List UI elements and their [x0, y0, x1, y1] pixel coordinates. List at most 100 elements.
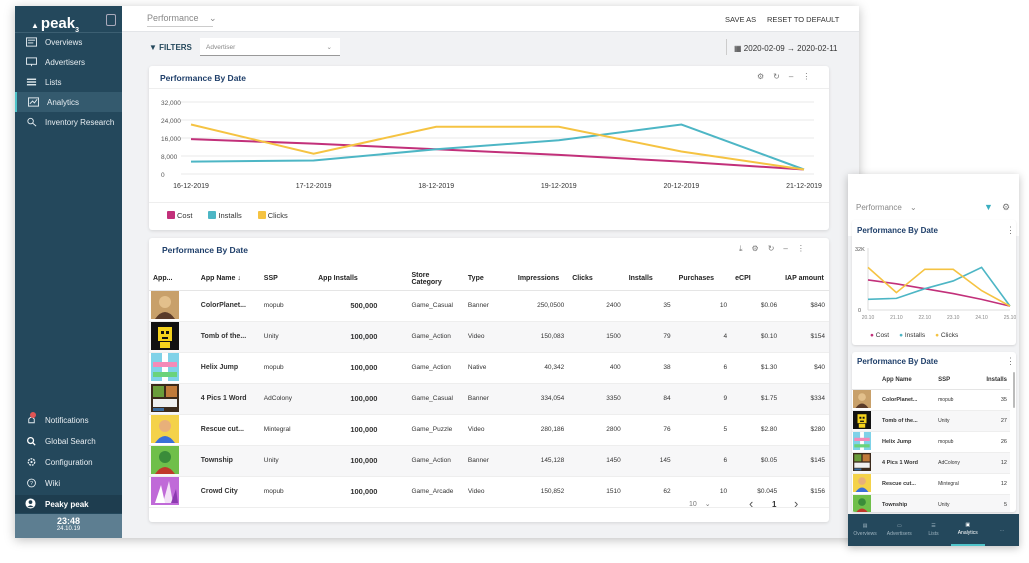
app-name: Helix Jump — [879, 431, 936, 453]
notification-badge — [30, 412, 36, 418]
column-header[interactable]: Purchases — [674, 268, 732, 291]
impressions: 334,054 — [513, 383, 569, 415]
advertiser-select[interactable]: Advertiser ⌄ — [200, 38, 340, 56]
column-header[interactable]: IAP amount — [781, 268, 829, 291]
table-row[interactable]: Crowd City mopub 100,000 Game_Arcade Video 15… — [149, 476, 829, 508]
series-line-cost[interactable] — [190, 138, 805, 171]
store-category: Game_Casual — [381, 290, 464, 322]
sidebar-item-notifications[interactable]: Notifications — [15, 410, 122, 430]
legend-clicks[interactable]: Clicks — [257, 211, 288, 220]
app-installs: 100,000 — [314, 476, 382, 508]
series-line-clicks[interactable] — [190, 123, 805, 171]
column-header[interactable]: Store Category — [381, 268, 464, 291]
sidebar-item-global-search[interactable]: Global Search — [15, 431, 122, 451]
legend-installs[interactable]: Installs — [208, 211, 242, 220]
scrollbar[interactable] — [1013, 372, 1015, 408]
column-header[interactable]: eCPI — [731, 268, 782, 291]
divider — [149, 202, 829, 203]
series-line-installs[interactable] — [190, 123, 805, 171]
legend-cost[interactable]: ● Cost — [870, 332, 889, 339]
more-icon[interactable]: ⋮ — [796, 244, 805, 253]
table-row[interactable]: Township Unity 100,000 Game_Action Banner 145… — [149, 445, 829, 477]
table-row[interactable]: Township Unity 5 — [852, 494, 1010, 512]
iap-amount: $156 — [781, 476, 829, 508]
refresh-icon[interactable]: ↻ — [773, 72, 780, 81]
reset-default-button[interactable]: RESET TO DEFAULT — [767, 15, 840, 24]
sidebar-item-advertisers[interactable]: Advertisers — [15, 52, 122, 72]
column-header[interactable]: App Name — [879, 371, 936, 390]
column-header[interactable]: App Name ↓ — [196, 268, 260, 291]
mobile-nav-analytics[interactable]: ▣ Analytics — [950, 514, 985, 546]
save-as-button[interactable]: SAVE AS — [725, 15, 757, 24]
more-icon[interactable]: ⋮ — [1006, 356, 1015, 366]
download-icon[interactable]: ⤓ — [739, 244, 743, 253]
table-row[interactable]: Rescue cut... Mintegral 12 — [852, 473, 1010, 495]
series-line-clicks[interactable] — [867, 266, 1011, 307]
table-row[interactable]: Tomb of the... Unity 27 — [852, 410, 1010, 432]
series-line-cost[interactable] — [867, 279, 1011, 307]
app-thumbnail — [149, 321, 197, 353]
filters-toggle[interactable]: ▼ FILTERS — [149, 43, 192, 52]
table-row[interactable]: Tomb of the... Unity 100,000 Game_Action Vid… — [149, 321, 829, 353]
user-menu[interactable]: Peaky peak — [15, 495, 122, 513]
table-row[interactable]: ColorPlanet... mopub 35 — [852, 389, 1010, 411]
installs: 5 — [976, 494, 1010, 512]
sidebar-item-inventory-research[interactable]: Inventory Research — [15, 112, 122, 132]
column-header[interactable]: Installs — [624, 268, 675, 291]
brand-logo[interactable]: ▲ peak3 — [31, 15, 79, 34]
sidebar-item-overviews[interactable]: Overviews — [15, 32, 122, 52]
sidebar-item-configuration[interactable]: Configuration — [15, 452, 122, 472]
date-range-picker[interactable]: ▦ 2020-02-09 → 2020-02-11 — [734, 44, 838, 53]
sidebar-item-analytics[interactable]: Analytics — [15, 92, 122, 112]
series-line-installs[interactable] — [867, 266, 1011, 307]
mobile-nav-more[interactable]: ... — [985, 514, 1019, 546]
column-header[interactable]: App... — [149, 268, 197, 291]
more-icon[interactable]: ⋮ — [1006, 225, 1015, 235]
legend-clicks[interactable]: ● Clicks — [935, 332, 958, 339]
sidebar-item-wiki[interactable]: ? Wiki — [15, 473, 122, 493]
overview-icon: ▤ — [862, 523, 868, 529]
filter-icon[interactable]: ▼ — [984, 202, 993, 212]
settings-icon[interactable]: ⚙ — [751, 244, 759, 253]
table-row[interactable]: ColorPlanet... mopub 500,000 Game_Casual Ban… — [149, 290, 829, 322]
more-icon[interactable]: ⋮ — [802, 72, 811, 81]
prev-page-button[interactable]: ‹ — [749, 496, 754, 511]
column-header[interactable]: App Installs — [314, 268, 382, 291]
table-row[interactable]: 4 Pics 1 Word AdColony 12 — [852, 452, 1010, 474]
y-tick-label: 8,000 — [161, 154, 178, 161]
view-select[interactable]: Performance ⌄ — [147, 13, 217, 27]
column-header[interactable]: Type — [463, 268, 514, 291]
page-size-select[interactable]: 10 ⌄ — [689, 500, 711, 508]
nav-label: Advertisers — [886, 531, 912, 537]
legend-cost[interactable]: Cost — [167, 211, 192, 220]
next-page-button[interactable]: › — [794, 496, 799, 511]
app-icon — [151, 383, 179, 412]
app-name: Township — [196, 445, 260, 477]
refresh-icon[interactable]: ↻ — [767, 244, 775, 253]
mobile-nav-advertisers[interactable]: ▭ Advertisers — [882, 514, 916, 546]
table-row[interactable]: Helix Jump mopub 26 — [852, 431, 1010, 453]
page-size-value: 10 — [689, 501, 697, 508]
column-header[interactable]: Impressions — [513, 268, 569, 291]
mobile-nav-overviews[interactable]: ▤ Overviews — [848, 514, 882, 546]
collapse-sidebar-button[interactable] — [106, 14, 116, 26]
minimize-icon[interactable]: – — [783, 244, 788, 253]
table-row[interactable]: Helix Jump mopub 100,000 Game_Action Native 4… — [149, 352, 829, 384]
mobile-chart-card: Performance By Date ⋮ 32K 0 20.10 21.10 22.1… — [852, 220, 1016, 345]
legend-installs[interactable]: ● Installs — [899, 332, 925, 339]
sidebar-item-lists[interactable]: Lists — [15, 72, 122, 92]
table-row[interactable]: 4 Pics 1 Word AdColony 100,000 Game_Casual B… — [149, 383, 829, 415]
mobile-view-select[interactable]: Performance ⌄ — [856, 203, 917, 212]
settings-icon[interactable]: ⚙ — [757, 72, 765, 81]
column-header[interactable]: Clicks — [568, 268, 625, 291]
column-header[interactable]: Installs — [976, 371, 1010, 390]
ssp: Unity — [259, 321, 315, 353]
monitor-icon — [25, 57, 37, 67]
mobile-nav-lists[interactable]: ☰ Lists — [916, 514, 950, 546]
table-row[interactable]: Rescue cut... Mintegral 100,000 Game_Puzzle… — [149, 414, 829, 446]
column-header[interactable]: SSP — [259, 268, 315, 291]
minimize-icon[interactable]: – — [788, 72, 794, 81]
column-header[interactable]: SSP — [935, 371, 977, 390]
clock: 23:48 24.10.19 — [15, 514, 122, 538]
settings-icon[interactable]: ⚙ — [1002, 202, 1011, 212]
